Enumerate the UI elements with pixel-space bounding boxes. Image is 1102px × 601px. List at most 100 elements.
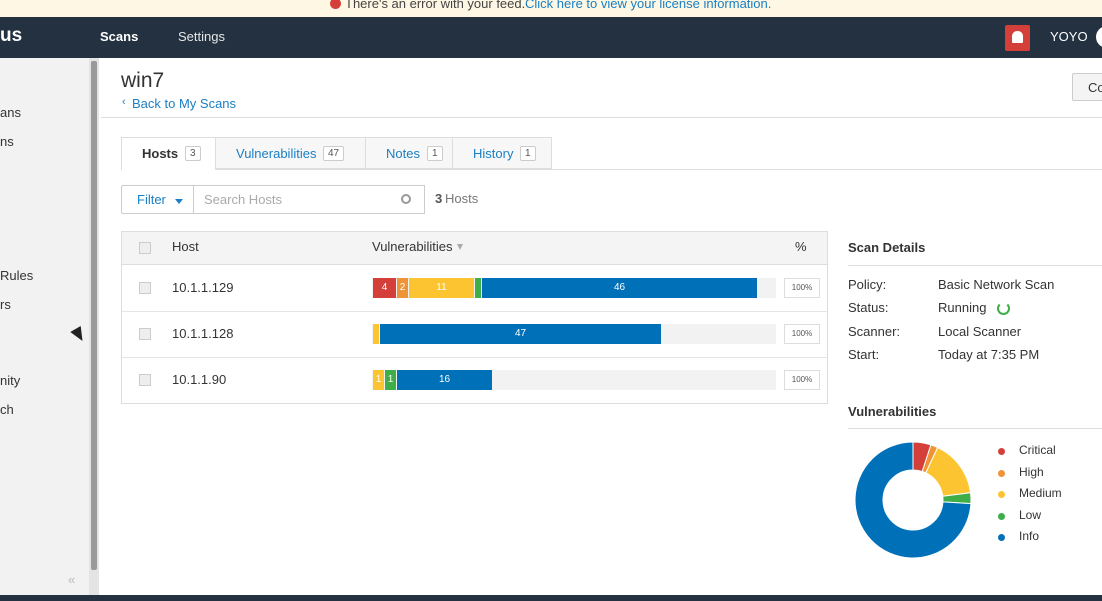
donut-chart bbox=[854, 441, 972, 559]
tab[interactable]: History 1 bbox=[452, 137, 552, 169]
legend-label: Info bbox=[1019, 529, 1040, 543]
row-checkbox[interactable] bbox=[139, 374, 151, 386]
section-title: Vulnerabilities bbox=[848, 404, 937, 419]
banner-message: There's an error with your feed. bbox=[345, 0, 526, 11]
bar-label: 16 bbox=[438, 374, 451, 385]
percent-box: 100% bbox=[784, 370, 820, 390]
bar-label: 4 bbox=[381, 282, 388, 293]
severity-bar[interactable]: 1 bbox=[373, 370, 384, 390]
legend-label: Low bbox=[1019, 507, 1042, 522]
host-count-label: Hosts bbox=[445, 191, 479, 206]
scroll-thumb bbox=[91, 61, 97, 570]
configure-button[interactable]: Co bbox=[1072, 73, 1102, 101]
bar-label: 11 bbox=[436, 282, 447, 293]
column-header[interactable]: Host bbox=[172, 239, 199, 254]
header-checkbox bbox=[139, 242, 151, 254]
back-link[interactable]: Back to My Scans bbox=[132, 96, 237, 111]
bar-label: 1 bbox=[375, 374, 382, 385]
bar-label: 1 bbox=[387, 374, 394, 385]
severity-bar[interactable]: 4 bbox=[373, 278, 396, 298]
severity-bar[interactable]: 46 bbox=[482, 278, 757, 298]
search-input[interactable]: Search Hosts bbox=[193, 185, 425, 214]
sidebar-item[interactable]: ans bbox=[0, 105, 21, 120]
back-arrow: ‹ bbox=[122, 96, 126, 108]
tab-count: 1 bbox=[520, 146, 536, 161]
row-checkbox[interactable] bbox=[139, 328, 151, 340]
legend-label: Critical bbox=[1019, 443, 1056, 457]
host-name[interactable]: 10.1.1.129 bbox=[172, 280, 234, 295]
row-checkbox[interactable] bbox=[139, 282, 151, 294]
percent: 100% bbox=[791, 283, 813, 292]
tab-label: Notes bbox=[386, 146, 420, 161]
tab[interactable]: Hosts 3 bbox=[121, 137, 216, 170]
bar-label: 47 bbox=[514, 328, 527, 339]
section-title: Scan Details bbox=[848, 240, 926, 255]
sidebar-item[interactable]: nity bbox=[0, 373, 21, 388]
table-frame bbox=[121, 231, 828, 404]
host-count: 3 bbox=[435, 191, 443, 206]
filter-button[interactable]: Filter bbox=[121, 185, 194, 214]
tab-label: Hosts bbox=[142, 146, 179, 161]
detail-value: Running bbox=[938, 300, 987, 315]
severity-bar[interactable]: 2 bbox=[397, 278, 408, 298]
sidebar-item[interactable]: ch bbox=[0, 402, 14, 417]
search-placeholder: Search Hosts bbox=[204, 192, 283, 207]
user-name[interactable]: YOYO bbox=[1050, 29, 1088, 44]
sidebar-item[interactable]: Rules bbox=[0, 268, 34, 283]
table-header bbox=[122, 232, 827, 265]
legend-label: High bbox=[1019, 464, 1044, 479]
filter-label: Filter bbox=[137, 192, 166, 207]
detail-label: Scanner: bbox=[848, 324, 901, 339]
section-line bbox=[848, 428, 1102, 429]
search-icon bbox=[401, 194, 411, 204]
severity-bar[interactable]: 1 bbox=[385, 370, 396, 390]
row-divider bbox=[122, 357, 827, 358]
sidebar bbox=[0, 58, 89, 595]
legend-dot bbox=[998, 491, 1005, 498]
severity-bar[interactable] bbox=[475, 278, 481, 298]
bar-label: 2 bbox=[399, 282, 406, 293]
detail-value: Local Scanner bbox=[938, 324, 1022, 339]
sidebar-item[interactable]: rs bbox=[0, 297, 11, 312]
button-label: Co bbox=[1088, 80, 1102, 95]
tab-count: 1 bbox=[427, 146, 443, 161]
sort-arrow bbox=[457, 244, 463, 250]
severity-bar[interactable]: 11 bbox=[409, 278, 474, 298]
host-name[interactable]: 10.1.1.90 bbox=[172, 372, 227, 387]
percent: 100% bbox=[791, 329, 813, 338]
column-header[interactable]: Vulnerabilities bbox=[372, 239, 453, 254]
row-divider bbox=[122, 311, 827, 312]
nav-item[interactable]: Settings bbox=[178, 29, 225, 44]
bar-label: 46 bbox=[613, 282, 626, 293]
percent-box: 100% bbox=[784, 324, 820, 344]
column-header: % bbox=[795, 239, 807, 254]
nav-bar bbox=[0, 17, 1102, 58]
nav-item[interactable]: Scans bbox=[100, 29, 139, 44]
severity-bar[interactable]: 16 bbox=[397, 370, 492, 390]
detail-value: Today at 7:35 PM bbox=[938, 347, 1040, 362]
legend-dot bbox=[998, 448, 1005, 455]
sidebar-item[interactable]: ns bbox=[0, 134, 14, 149]
donut-slice[interactable] bbox=[854, 441, 972, 559]
error-icon bbox=[330, 0, 341, 9]
banner-link[interactable]: Click here to view your license informat… bbox=[525, 0, 772, 11]
divider bbox=[101, 117, 1102, 118]
dropdown-caret bbox=[175, 199, 183, 204]
bottom-bar bbox=[0, 595, 1102, 601]
tab-line bbox=[121, 169, 1102, 170]
severity-bar[interactable]: 47 bbox=[380, 324, 661, 344]
host-name[interactable]: 10.1.1.128 bbox=[172, 326, 234, 341]
detail-label: Policy: bbox=[848, 277, 887, 292]
legend-dot bbox=[998, 469, 1005, 477]
tab[interactable]: Vulnerabilities 47 bbox=[215, 137, 366, 169]
tab-label: Vulnerabilities bbox=[236, 146, 317, 161]
detail-label: Start: bbox=[848, 347, 880, 362]
logo[interactable]: us bbox=[0, 25, 23, 46]
tab[interactable]: Notes 1 bbox=[365, 137, 453, 169]
detail-value: Basic Network Scan bbox=[938, 277, 1055, 292]
legend-dot bbox=[998, 512, 1005, 520]
collapse-icon: « bbox=[68, 572, 76, 587]
page-title: win7 bbox=[121, 69, 165, 92]
severity-bar[interactable] bbox=[373, 324, 379, 344]
